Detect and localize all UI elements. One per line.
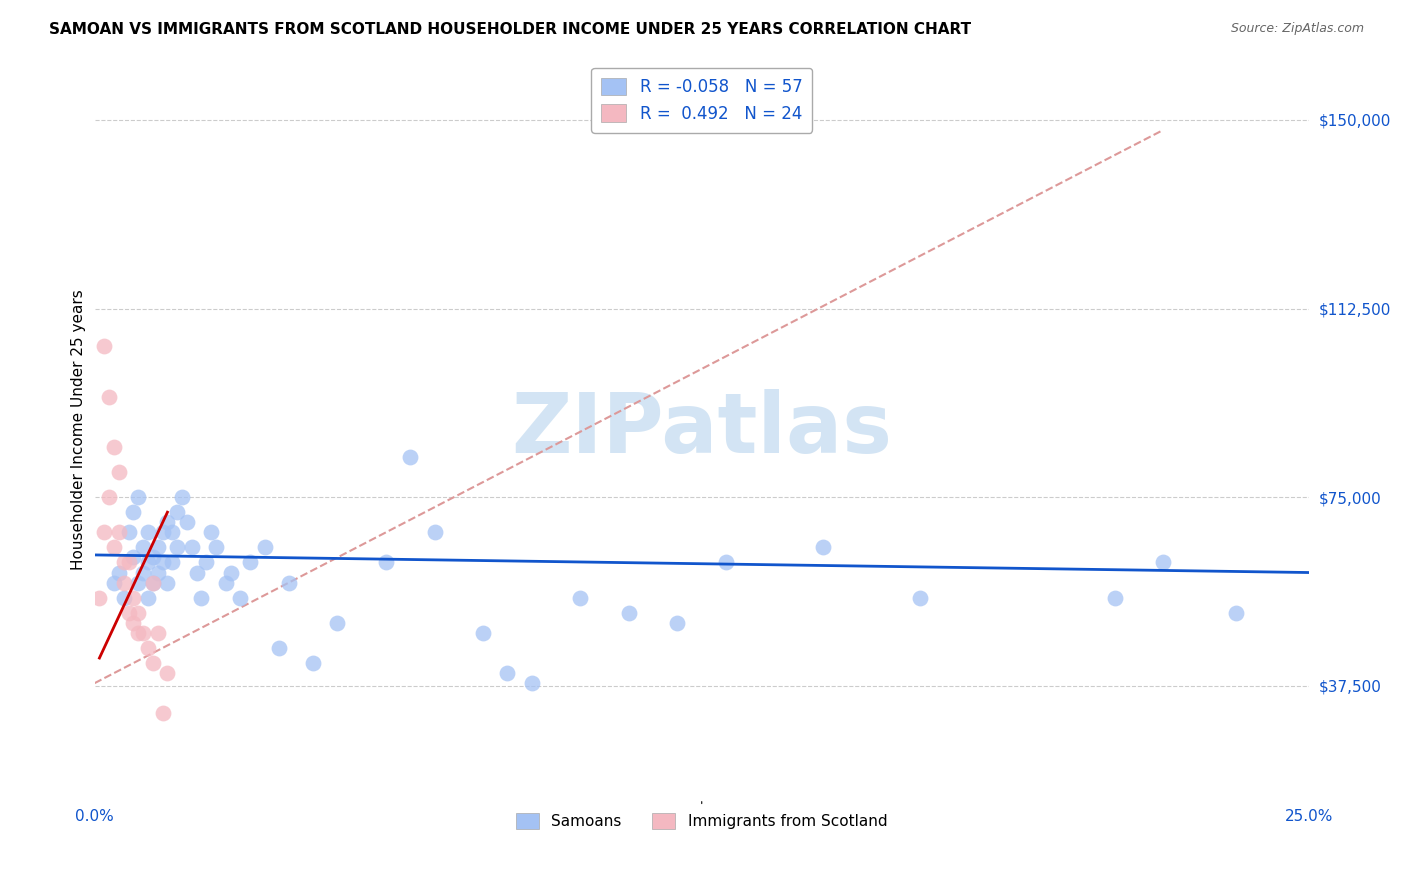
Point — [269, 640, 291, 655]
Point — [146, 541, 169, 555]
Point — [617, 606, 640, 620]
Point — [166, 505, 188, 519]
Point — [186, 566, 208, 580]
Point — [112, 556, 135, 570]
Point — [142, 575, 165, 590]
Point — [1225, 606, 1247, 620]
Point — [136, 640, 159, 655]
Point — [146, 626, 169, 640]
Point — [166, 541, 188, 555]
Point — [136, 556, 159, 570]
Point — [98, 490, 121, 504]
Y-axis label: Householder Income Under 25 years: Householder Income Under 25 years — [72, 289, 86, 570]
Point — [156, 515, 179, 529]
Point — [146, 566, 169, 580]
Point — [127, 626, 149, 640]
Legend: Samoans, Immigrants from Scotland: Samoans, Immigrants from Scotland — [510, 807, 893, 836]
Point — [520, 676, 543, 690]
Point — [117, 525, 139, 540]
Point — [127, 606, 149, 620]
Point — [132, 541, 155, 555]
Point — [122, 615, 145, 630]
Point — [127, 490, 149, 504]
Point — [162, 556, 184, 570]
Point — [142, 550, 165, 565]
Point — [375, 556, 398, 570]
Point — [472, 626, 495, 640]
Point — [219, 566, 242, 580]
Point — [714, 556, 737, 570]
Point — [103, 440, 125, 454]
Point — [176, 515, 198, 529]
Point — [136, 591, 159, 605]
Point — [152, 706, 174, 721]
Point — [811, 541, 834, 555]
Point — [108, 525, 131, 540]
Point — [127, 575, 149, 590]
Point — [170, 490, 193, 504]
Point — [152, 525, 174, 540]
Point — [910, 591, 932, 605]
Point — [277, 575, 299, 590]
Point — [122, 505, 145, 519]
Point — [136, 525, 159, 540]
Point — [156, 666, 179, 681]
Point — [132, 626, 155, 640]
Point — [162, 525, 184, 540]
Point — [569, 591, 592, 605]
Point — [89, 591, 111, 605]
Point — [1152, 556, 1174, 570]
Point — [423, 525, 446, 540]
Point — [302, 656, 325, 670]
Point — [132, 566, 155, 580]
Point — [93, 525, 115, 540]
Point — [112, 575, 135, 590]
Point — [666, 615, 689, 630]
Point — [399, 450, 422, 464]
Point — [108, 566, 131, 580]
Point — [190, 591, 212, 605]
Point — [239, 556, 262, 570]
Point — [205, 541, 228, 555]
Point — [180, 541, 202, 555]
Point — [122, 550, 145, 565]
Point — [108, 465, 131, 479]
Point — [253, 541, 276, 555]
Point — [142, 575, 165, 590]
Point — [98, 390, 121, 404]
Point — [117, 556, 139, 570]
Point — [215, 575, 238, 590]
Point — [142, 656, 165, 670]
Point — [1104, 591, 1126, 605]
Point — [117, 606, 139, 620]
Point — [103, 541, 125, 555]
Point — [122, 591, 145, 605]
Point — [200, 525, 222, 540]
Point — [112, 591, 135, 605]
Point — [103, 575, 125, 590]
Point — [156, 575, 179, 590]
Point — [93, 339, 115, 353]
Text: ZIPatlas: ZIPatlas — [512, 389, 893, 470]
Text: SAMOAN VS IMMIGRANTS FROM SCOTLAND HOUSEHOLDER INCOME UNDER 25 YEARS CORRELATION: SAMOAN VS IMMIGRANTS FROM SCOTLAND HOUSE… — [49, 22, 972, 37]
Point — [229, 591, 252, 605]
Point — [326, 615, 349, 630]
Text: Source: ZipAtlas.com: Source: ZipAtlas.com — [1230, 22, 1364, 36]
Point — [152, 556, 174, 570]
Point — [195, 556, 218, 570]
Point — [496, 666, 519, 681]
